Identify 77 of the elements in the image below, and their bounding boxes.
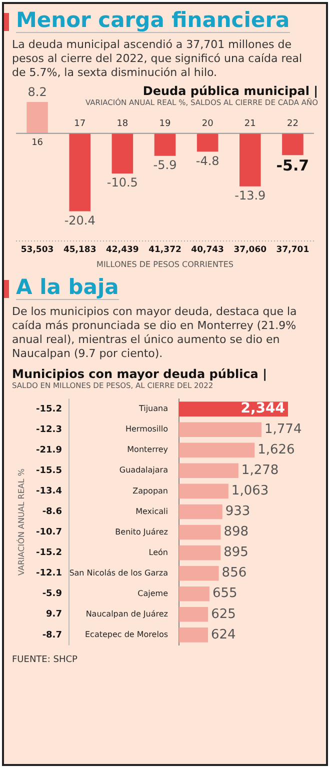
data-label: 1,278 — [241, 463, 279, 478]
data-label: 898 — [224, 524, 249, 540]
y-tick-label: Cajeme — [138, 588, 168, 598]
data-label: 1,626 — [258, 442, 295, 458]
text: -12.1 — [36, 568, 62, 579]
source-note: FUENTE: SHCP — [12, 655, 78, 665]
bar — [179, 422, 262, 437]
y-tick-label: Zapopan — [132, 486, 168, 496]
y-tick-label: Tijuana — [138, 404, 168, 414]
text: -13.4 — [36, 486, 62, 497]
text: 45,183 — [63, 245, 96, 256]
y-tick-label: Monterrey — [127, 445, 168, 454]
data-label: -20.4 — [64, 213, 96, 228]
text: 42,439 — [106, 245, 139, 256]
text: 41,372 — [148, 245, 182, 256]
data-label: 2,344 — [240, 400, 286, 417]
data-label: 624 — [211, 627, 236, 642]
y-tick-label: Benito Juárez — [115, 527, 168, 536]
chart-title: Municipios con mayor deuda pública | — [12, 367, 268, 381]
bar — [179, 442, 255, 458]
text: 9.7 — [46, 610, 62, 620]
y-tick-label: San Nicolás de los Garza — [69, 568, 168, 578]
y-tick-label: León — [148, 548, 168, 557]
text: MILLONES DE PESOS CORRIENTES — [96, 260, 234, 269]
x-tick-label: 17 — [74, 119, 86, 130]
text: De los municipios con mayor deuda, destaca que la caída más pronunciada se dio en Monterrey (21.9% anual real), mientras el único aumento se dio en Naucalpan (9.7 por ciento). — [12, 305, 298, 361]
x-tick-label: 19 — [159, 119, 171, 130]
text: Menor carga financiera — [16, 8, 290, 33]
data-label: -13.9 — [234, 188, 266, 203]
x-tick-label: 21 — [244, 119, 256, 130]
bar — [179, 586, 210, 602]
data-label: 625 — [211, 606, 236, 622]
y-tick-label: Guadalajara — [119, 466, 168, 475]
data-label: 856 — [222, 566, 247, 581]
text: La deuda municipal ascendió a 37,701 millones de pesos al cierre del 2022, que significó una caída real de 5.7%, la sexta disminución al hilo. — [12, 38, 304, 80]
y-axis-title: VARIACIÓN ANUAL REAL % — [16, 468, 26, 576]
text: 53,503 — [20, 245, 54, 256]
text: 37,701 — [276, 245, 310, 256]
y-tick-label: Hermosillo — [125, 424, 168, 434]
x-tick-label: 16 — [32, 138, 44, 148]
bar — [179, 545, 221, 560]
text: -15.2 — [36, 404, 62, 414]
y-tick-label: Ecatepec de Morelos — [84, 630, 168, 640]
data-label: -4.8 — [196, 154, 220, 168]
text: -8.7 — [42, 630, 62, 640]
chart-title: Deuda pública municipal | — [142, 84, 318, 98]
x-tick-label: 18 — [116, 119, 128, 130]
bar — [179, 463, 238, 478]
text: -12.3 — [36, 424, 62, 435]
data-label: 895 — [224, 545, 248, 560]
bar — [179, 524, 221, 540]
x-tick-label: 20 — [202, 119, 214, 130]
data-label: -5.7 — [276, 156, 310, 174]
text: -5.9 — [42, 589, 62, 600]
text: -21.9 — [36, 445, 62, 456]
text: -8.6 — [42, 507, 62, 518]
text: -10.7 — [36, 528, 62, 538]
bar — [179, 504, 222, 520]
y-tick-label: Mexicali — [136, 506, 168, 516]
data-label: 1,063 — [231, 484, 269, 499]
text: -15.5 — [36, 466, 62, 476]
bar — [179, 566, 219, 581]
y-tick-label: Naucalpan de Juárez — [86, 609, 168, 618]
text: -15.2 — [36, 548, 62, 558]
x-tick-label: 22 — [286, 119, 298, 130]
data-label: 933 — [225, 504, 250, 520]
data-label: 655 — [212, 586, 238, 602]
data-label: 8.2 — [28, 85, 47, 100]
text: A la baja — [16, 275, 119, 300]
bar — [179, 607, 208, 622]
data-label: 1,774 — [264, 422, 302, 437]
bar — [179, 484, 228, 499]
data-label: -10.5 — [106, 176, 138, 190]
data-label: -5.9 — [153, 158, 177, 172]
text: 40,743 — [191, 245, 224, 256]
bar — [179, 628, 208, 642]
text: 37,060 — [234, 245, 267, 256]
